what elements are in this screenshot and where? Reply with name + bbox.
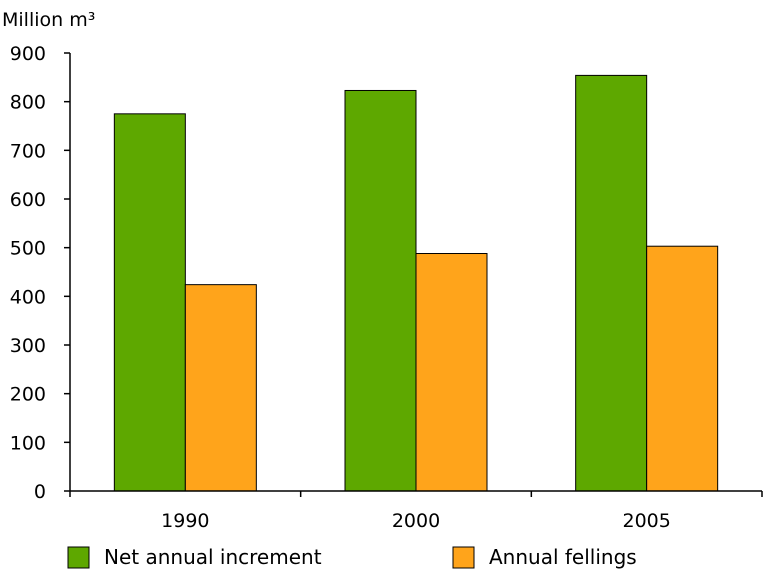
y-tick-label: 500 xyxy=(10,238,46,260)
legend-swatch xyxy=(67,546,90,569)
x-axis-ticks: 1990 2000 2005 xyxy=(69,491,763,532)
bar-net-annual-increment-2000 xyxy=(344,89,417,492)
y-tick-label: 300 xyxy=(10,335,46,357)
y-tick-label: 900 xyxy=(10,43,46,65)
legend-swatch xyxy=(452,546,475,569)
bar-annual-fellings-2000 xyxy=(415,253,488,492)
x-category-label: 1990 xyxy=(161,510,209,532)
y-tick-label: 0 xyxy=(34,481,46,503)
y-tick-label: 200 xyxy=(10,384,46,406)
x-category-label: 2000 xyxy=(392,510,440,532)
bar-annual-fellings-2005 xyxy=(646,245,719,492)
legend: Net annual increment Annual fellings xyxy=(67,545,637,569)
y-unit-label: Million m³ xyxy=(2,9,95,31)
y-tick-label: 400 xyxy=(10,286,46,308)
bar-annual-fellings-1990 xyxy=(184,284,257,492)
bars xyxy=(113,74,719,492)
y-tick-label: 600 xyxy=(10,189,46,211)
legend-label: Net annual increment xyxy=(104,545,322,569)
y-tick-label: 800 xyxy=(10,92,46,114)
x-category-label: 2005 xyxy=(622,510,670,532)
y-tick-label: 100 xyxy=(10,432,46,454)
bar-net-annual-increment-1990 xyxy=(113,113,186,492)
bar-net-annual-increment-2005 xyxy=(575,74,648,492)
legend-label: Annual fellings xyxy=(489,545,637,569)
y-tick-label: 700 xyxy=(10,140,46,162)
y-axis-ticks: 0 100 200 300 400 500 600 700 800 900 xyxy=(10,43,70,503)
